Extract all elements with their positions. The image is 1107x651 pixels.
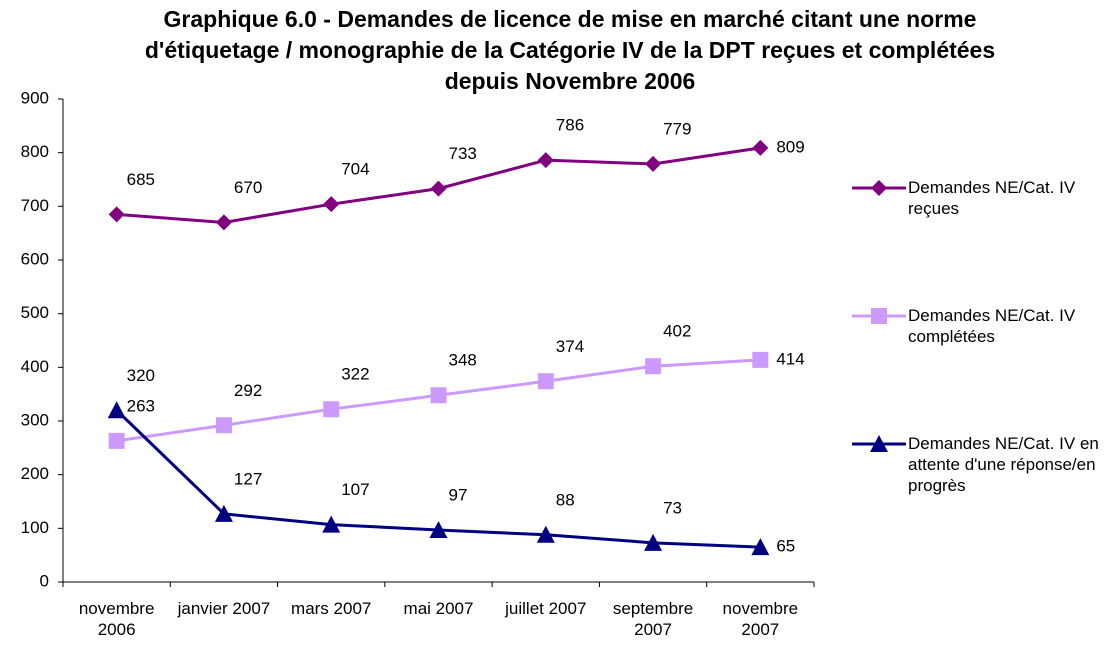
- legend-marker: [871, 308, 887, 324]
- data-label: 348: [449, 351, 477, 370]
- data-label: 107: [341, 480, 369, 499]
- point: [322, 515, 341, 533]
- data-label: 779: [663, 119, 691, 138]
- data-label: 704: [341, 160, 369, 179]
- x-tick-label: mars 2007: [291, 599, 372, 618]
- y-tick-label: 300: [21, 410, 49, 429]
- data-label: 809: [776, 137, 804, 156]
- data-label: 786: [556, 116, 584, 135]
- point: [536, 525, 555, 543]
- data-label: 374: [556, 337, 584, 356]
- point: [430, 387, 447, 404]
- chart-title: Graphique 6.0 - Demandes de licence de m…: [144, 6, 996, 94]
- point: [215, 214, 232, 231]
- point: [108, 432, 125, 449]
- point: [108, 206, 125, 223]
- y-tick-label: 200: [21, 464, 49, 483]
- point: [752, 139, 769, 156]
- y-tick-label: 500: [21, 303, 49, 322]
- x-tick-label: juillet 2007: [505, 599, 587, 618]
- y-tick-label: 400: [21, 357, 49, 376]
- point: [645, 358, 662, 375]
- data-label: 402: [663, 322, 691, 341]
- legend-marker: [870, 435, 888, 452]
- data-label: 670: [234, 178, 262, 197]
- data-label: 65: [776, 537, 795, 556]
- point: [430, 180, 447, 197]
- data-label: 263: [127, 396, 155, 415]
- data-label: 88: [556, 490, 575, 509]
- point: [537, 152, 554, 169]
- legend-label: Demandes NE/Cat. IV complétées: [908, 306, 1076, 346]
- y-tick-label: 700: [21, 196, 49, 215]
- point: [107, 401, 126, 419]
- point: [323, 401, 340, 418]
- y-tick-label: 900: [21, 88, 49, 107]
- x-tick-label: novembre 2006: [78, 599, 155, 639]
- x-tick-label: janvier 2007: [177, 599, 271, 618]
- y-tick-label: 800: [21, 142, 49, 161]
- x-tick-label: mai 2007: [403, 599, 474, 618]
- point: [215, 417, 232, 434]
- point: [323, 196, 340, 213]
- y-tick-label: 0: [40, 571, 49, 590]
- data-label: 320: [127, 366, 155, 385]
- legend-marker: [871, 180, 887, 196]
- x-tick-label: septembre 2007: [612, 599, 694, 639]
- data-label: 127: [234, 469, 262, 488]
- point: [644, 533, 663, 551]
- data-label: 73: [663, 498, 682, 517]
- point: [214, 504, 233, 522]
- y-tick-label: 600: [21, 249, 49, 268]
- point: [751, 538, 770, 556]
- data-label: 322: [341, 365, 369, 384]
- point: [537, 373, 554, 390]
- point: [429, 520, 448, 538]
- y-tick-label: 100: [21, 518, 49, 537]
- point: [752, 351, 769, 368]
- data-label: 685: [127, 170, 155, 189]
- legend-label: Demandes NE/Cat. IV reçues: [908, 178, 1076, 218]
- data-label: 292: [234, 381, 262, 400]
- legend-label: Demandes NE/Cat. IV en attente d'une rép…: [908, 434, 1099, 495]
- x-tick-label: novembre 2007: [722, 599, 799, 639]
- point: [645, 155, 662, 172]
- data-label: 733: [449, 144, 477, 163]
- data-label: 414: [776, 349, 804, 368]
- data-label: 97: [449, 485, 468, 504]
